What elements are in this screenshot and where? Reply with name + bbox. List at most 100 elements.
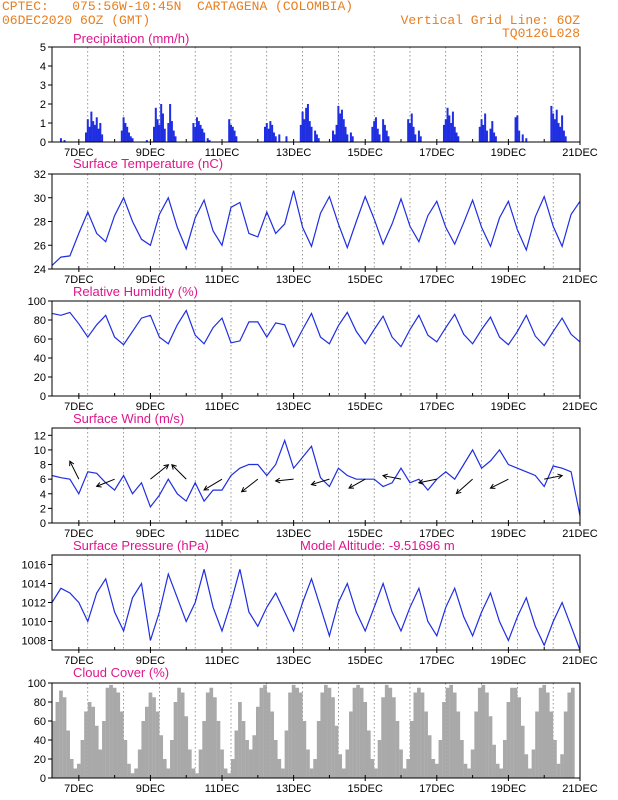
bar [344, 126, 347, 142]
bar [66, 730, 70, 778]
bar [84, 711, 88, 778]
chart-header: CPTEC: 075:56W-10:45N CARTAGENA (COLOMBI… [0, 0, 618, 41]
x-tick-label: 21DEC [562, 655, 598, 667]
panel-title: Surface Temperature (nC) [73, 156, 223, 171]
x-tick-label: 13DEC [276, 655, 312, 667]
bar [382, 119, 385, 142]
bar [564, 136, 567, 142]
header-grid-note: Vertical Grid Line: 6OZ [400, 13, 580, 28]
wind-arrow [150, 464, 169, 480]
wind-arrow [348, 478, 366, 489]
y-tick-label: 80 [34, 697, 46, 709]
x-tick-label: 13DEC [276, 783, 312, 795]
bar [295, 687, 300, 778]
wind-arrow [171, 464, 187, 480]
bar [209, 687, 214, 778]
wind-arrow [69, 460, 80, 480]
bar [238, 702, 242, 778]
bar [158, 124, 161, 142]
bar [220, 749, 224, 778]
bar [374, 117, 377, 142]
bar [320, 692, 325, 778]
y-tick-label: 4 [40, 489, 46, 501]
bar [177, 687, 181, 778]
bar [59, 690, 63, 778]
bar [134, 768, 138, 778]
bar [259, 687, 264, 778]
bar [213, 697, 217, 778]
x-tick-label: 19DEC [491, 401, 527, 413]
bar [451, 111, 454, 142]
x-tick-label: 15DEC [347, 655, 383, 667]
x-tick-label: 7DEC [64, 528, 93, 540]
bar [338, 754, 343, 778]
y-tick-label: 100 [28, 296, 46, 308]
x-tick-label: 9DEC [136, 274, 165, 286]
bar [531, 749, 536, 778]
bar [223, 768, 228, 778]
bar [409, 721, 414, 778]
bar [310, 126, 313, 142]
bar [288, 692, 292, 778]
bar [559, 126, 562, 142]
wind-arrow-head [348, 483, 355, 489]
bar [410, 113, 413, 142]
bar [174, 136, 177, 142]
bar [90, 111, 93, 142]
bar [306, 104, 309, 142]
wind-arrow-head [557, 473, 564, 480]
bar [446, 107, 449, 142]
wind-arrow-head [95, 482, 102, 488]
bar [255, 706, 260, 778]
bar [556, 763, 561, 778]
wind-arrow [456, 478, 473, 494]
y-tick-label: 60 [34, 334, 46, 346]
bar [201, 128, 204, 142]
x-tick-label: 17DEC [419, 783, 455, 795]
y-tick-label: 20 [34, 372, 46, 384]
x-tick-label: 15DEC [347, 274, 383, 286]
bar [499, 768, 504, 778]
panel-title: Cloud Cover (%) [73, 665, 169, 680]
bar [120, 130, 123, 142]
bar [76, 763, 81, 778]
bar [570, 687, 575, 778]
bar [263, 126, 266, 142]
bar [205, 692, 210, 778]
bar [363, 702, 368, 778]
bar [69, 759, 74, 778]
bar [345, 749, 350, 778]
bar [269, 121, 272, 142]
y-tick-label: 40 [34, 735, 46, 747]
bar [545, 692, 550, 778]
bar [557, 123, 560, 142]
y-tick-label: 12 [34, 430, 46, 442]
bar [456, 711, 461, 778]
bar [414, 134, 417, 142]
series-line [51, 309, 581, 349]
bar [452, 692, 457, 778]
bar [141, 721, 146, 778]
bar [383, 124, 386, 142]
bar [513, 687, 518, 778]
bar [145, 706, 149, 778]
bar [195, 117, 198, 142]
bar [335, 124, 338, 142]
panel-subtitle: Model Altitude: -9.51696 m [300, 538, 455, 553]
x-tick-label: 11DEC [205, 147, 240, 159]
bar [170, 740, 174, 778]
bar [374, 768, 378, 778]
bar [265, 123, 268, 142]
bar [228, 119, 231, 142]
bar [194, 126, 197, 142]
x-tick-label: 9DEC [136, 528, 165, 540]
bar [131, 138, 134, 142]
y-tick-label: 26 [34, 240, 46, 252]
bar [62, 697, 67, 778]
bar [152, 697, 156, 778]
bar [395, 721, 400, 778]
bar [518, 130, 521, 142]
x-tick-label: 19DEC [491, 783, 527, 795]
bar [561, 115, 564, 142]
bar [306, 749, 310, 778]
